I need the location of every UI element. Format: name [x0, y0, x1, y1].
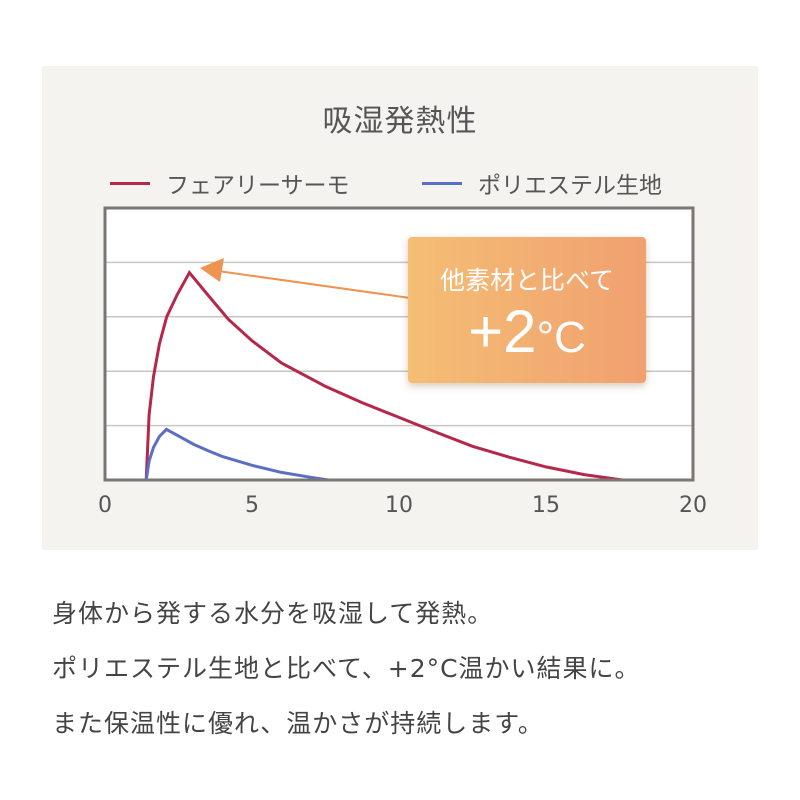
legend: フェアリーサーモ ポリエステル生地 — [0, 166, 800, 199]
description: 身体から発する水分を吸湿して発熱。 ポリエステル生地と比べて、+2°C温かい結果… — [52, 586, 641, 751]
callout-value: +2°C — [408, 299, 646, 371]
callout-unit: °C — [536, 313, 586, 362]
x-tick-label: 5 — [245, 493, 259, 518]
callout-number: +2 — [468, 298, 537, 365]
chart-title: 吸湿発熱性 — [322, 104, 478, 139]
plot-frame — [103, 206, 695, 482]
legend-item-polyester: ポリエステル生地 — [422, 166, 662, 200]
x-tick-label: 20 — [679, 493, 707, 518]
annotation-arrow-head-icon — [200, 258, 224, 282]
legend-label: フェアリーサーモ — [166, 173, 350, 199]
series-line-1 — [144, 427, 329, 482]
description-line: また保温性に優れ、温かさが持続します。 — [52, 709, 544, 738]
legend-label: ポリエステル生地 — [478, 173, 662, 199]
annotation-arrow-line — [217, 270, 411, 299]
legend-swatch — [110, 181, 150, 185]
legend-item-fairy-thermo: フェアリーサーモ — [110, 166, 350, 200]
annotation-callout: 他素材と比べて +2°C — [408, 237, 646, 383]
description-line: ポリエステル生地と比べて、+2°C温かい結果に。 — [52, 654, 641, 683]
x-tick-label: 15 — [532, 493, 560, 518]
callout-text: 他素材と比べて — [439, 266, 614, 295]
x-tick-label: 0 — [98, 493, 112, 518]
chart-svg: 0 5 10 15 20 — [98, 206, 707, 518]
series-line-0 — [144, 270, 623, 482]
x-tick-label: 10 — [385, 493, 413, 518]
legend-swatch — [422, 181, 462, 185]
description-line: 身体から発する水分を吸湿して発熱。 — [52, 599, 494, 628]
